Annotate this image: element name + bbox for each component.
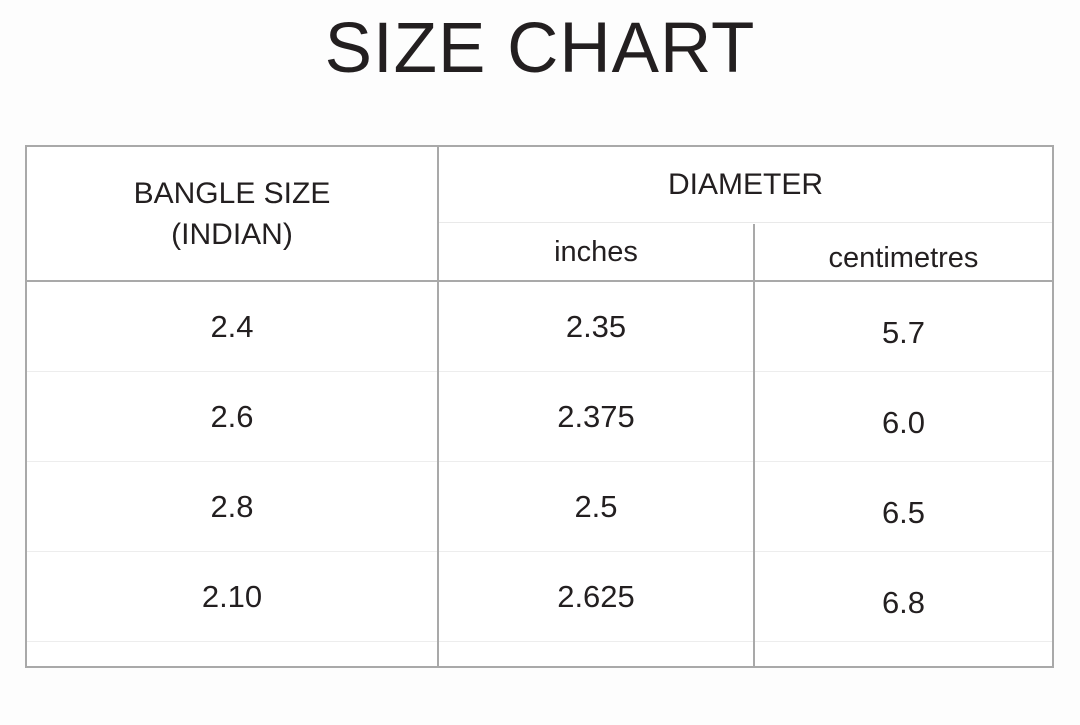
cell-centimetres: 6.8 xyxy=(755,552,1052,641)
cell-bangle-size-value: 2.10 xyxy=(201,578,263,614)
cell-bangle-size: 2.4 xyxy=(27,282,437,371)
cell-centimetres-value: 5.7 xyxy=(881,314,926,350)
page-title: SIZE CHART xyxy=(324,9,756,88)
column-header-bangle-size-line1: BANGLE SIZE xyxy=(133,176,331,210)
cell-centimetres-value: 6.8 xyxy=(881,584,926,620)
column-header-diameter: DIAMETER xyxy=(439,147,1052,223)
table-row: 2.8 2.5 6.5 xyxy=(27,462,1052,552)
header-column-divider-1 xyxy=(437,147,439,280)
cell-inches: 2.5 xyxy=(439,462,753,551)
table-row: 2.10 2.625 6.8 xyxy=(27,552,1052,642)
cell-inches-value: 2.625 xyxy=(557,578,635,614)
column-header-diameter-label: DIAMETER xyxy=(667,167,823,201)
cell-centimetres: 6.0 xyxy=(755,372,1052,461)
cell-bangle-size: 2.10 xyxy=(27,552,437,641)
table-row: 2.4 2.35 5.7 xyxy=(27,282,1052,372)
cell-bangle-size-value: 2.4 xyxy=(210,308,254,344)
body-column-divider-2 xyxy=(753,282,755,666)
body-column-divider-1 xyxy=(437,282,439,666)
cell-bangle-size-value: 2.8 xyxy=(210,488,254,524)
table-row: 2.6 2.375 6.0 xyxy=(27,372,1052,462)
cell-inches: 2.625 xyxy=(439,552,753,641)
cell-centimetres: 5.7 xyxy=(755,282,1052,371)
table-header: BANGLE SIZE (INDIAN) DIAMETER inches cen… xyxy=(27,147,1052,282)
header-column-divider-2 xyxy=(753,224,755,280)
table-body: 2.4 2.35 5.7 2.6 2.375 6.0 xyxy=(27,282,1052,666)
cell-bangle-size-value: 2.6 xyxy=(210,398,254,434)
cell-inches-value: 2.35 xyxy=(565,308,627,344)
cell-centimetres: 6.5 xyxy=(755,462,1052,551)
cell-inches-value: 2.375 xyxy=(557,398,635,434)
column-header-centimetres-label: centimetres xyxy=(828,242,979,274)
column-header-inches: inches xyxy=(439,224,753,280)
column-header-centimetres: centimetres xyxy=(755,224,1052,280)
cell-inches-value: 2.5 xyxy=(574,488,618,524)
cell-inches: 2.375 xyxy=(439,372,753,461)
cell-inches: 2.35 xyxy=(439,282,753,371)
cell-centimetres-value: 6.5 xyxy=(881,494,926,530)
column-header-inches-label: inches xyxy=(554,236,638,268)
cell-bangle-size: 2.6 xyxy=(27,372,437,461)
cell-bangle-size: 2.8 xyxy=(27,462,437,551)
cell-centimetres-value: 6.0 xyxy=(881,404,926,440)
size-chart-table: BANGLE SIZE (INDIAN) DIAMETER inches cen… xyxy=(25,145,1054,668)
column-header-bangle-size-line2: (INDIAN) xyxy=(171,217,293,251)
column-header-bangle-size: BANGLE SIZE (INDIAN) xyxy=(27,147,437,280)
